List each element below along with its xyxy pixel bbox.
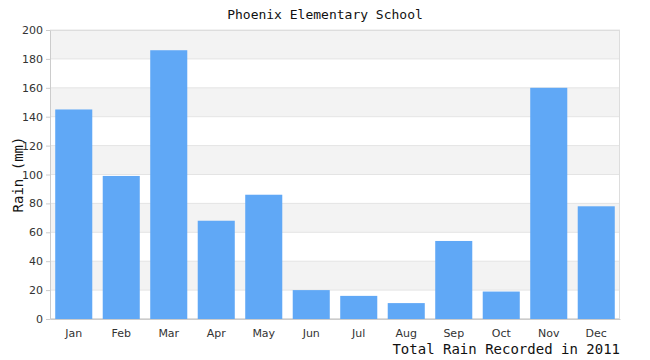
x-tick-label: Apr bbox=[207, 327, 227, 340]
x-tick: Dec bbox=[586, 327, 607, 340]
y-axis: 0 20 40 60 80 100 120 140 160 180 200 bbox=[22, 24, 51, 326]
y-axis-title: Rain (mm) bbox=[10, 137, 26, 213]
x-tick-label: Jan bbox=[64, 327, 82, 340]
x-tick-label: Dec bbox=[586, 327, 607, 340]
bar bbox=[198, 221, 235, 319]
plot-frame bbox=[51, 31, 620, 319]
y-tick-label: 180 bbox=[22, 53, 43, 66]
grid-band bbox=[50, 30, 620, 59]
y-tick-mark bbox=[46, 175, 50, 176]
bar bbox=[245, 195, 282, 319]
y-tick-mark bbox=[46, 203, 50, 204]
y-tick-mark bbox=[46, 319, 50, 320]
x-tick-label: Sep bbox=[443, 327, 464, 340]
x-tick: Jan bbox=[64, 327, 82, 340]
y-tick: 100 bbox=[22, 169, 50, 182]
x-tick: Sep bbox=[443, 327, 464, 340]
y-tick-label: 40 bbox=[29, 255, 43, 268]
x-tick-label: Oct bbox=[492, 327, 512, 340]
y-tick-mark bbox=[46, 290, 50, 291]
title: Phoenix Elementary School bbox=[227, 7, 423, 22]
bar bbox=[293, 290, 330, 319]
grid bbox=[50, 30, 620, 319]
bar bbox=[55, 109, 92, 319]
y-tick: 40 bbox=[29, 255, 50, 268]
x-tick-label: Aug bbox=[396, 327, 417, 340]
y-tick-mark bbox=[46, 88, 50, 89]
y-tick-label: 200 bbox=[22, 24, 43, 37]
y-tick: 80 bbox=[29, 197, 50, 210]
y-tick: 20 bbox=[29, 284, 50, 297]
bar bbox=[435, 241, 472, 319]
x-tick: Apr bbox=[207, 327, 227, 340]
x-tick: Aug bbox=[396, 327, 417, 340]
x-tick: May bbox=[252, 327, 275, 340]
y-tick-mark bbox=[46, 117, 50, 118]
chart: 0 20 40 60 80 100 120 140 160 180 200 Jan Feb Mar Apr M… bbox=[0, 0, 650, 360]
y-tick-label: 60 bbox=[29, 226, 43, 239]
x-tick-label: Nov bbox=[538, 327, 560, 340]
y-axis-line bbox=[50, 31, 51, 320]
x-tick: Jun bbox=[302, 327, 320, 340]
x-axis: Jan Feb Mar Apr May Jun Jul Aug Sep Oct Nov Dec bbox=[51, 320, 621, 340]
bar bbox=[150, 50, 187, 319]
bar bbox=[530, 88, 567, 319]
y-tick-mark bbox=[46, 59, 50, 60]
grid-line bbox=[50, 58, 620, 59]
y-tick-label: 140 bbox=[22, 111, 43, 124]
x-tick: Nov bbox=[538, 327, 560, 340]
y-tick-mark bbox=[46, 30, 50, 31]
x-axis-line bbox=[51, 319, 621, 320]
bar bbox=[103, 176, 140, 319]
y-tick-mark bbox=[46, 261, 50, 262]
bar bbox=[578, 206, 615, 319]
x-tick-label: Mar bbox=[158, 327, 179, 340]
x-tick: Jul bbox=[351, 327, 365, 340]
x-tick-label: Jul bbox=[351, 327, 365, 340]
y-tick: 200 bbox=[22, 24, 50, 37]
y-tick-label: 20 bbox=[29, 284, 43, 297]
x-tick: Feb bbox=[112, 327, 131, 340]
bar bbox=[483, 292, 520, 319]
y-tick-mark bbox=[46, 146, 50, 147]
x-axis-title: Total Rain Recorded in 2011 bbox=[392, 341, 620, 357]
bar bbox=[340, 296, 377, 319]
y-tick: 180 bbox=[22, 53, 50, 66]
y-tick-label: 160 bbox=[22, 82, 43, 95]
x-tick-label: Feb bbox=[112, 327, 131, 340]
x-tick-label: May bbox=[252, 327, 275, 340]
x-tick-label: Jun bbox=[302, 327, 320, 340]
y-tick: 160 bbox=[22, 82, 50, 95]
x-tick: Oct bbox=[492, 327, 512, 340]
y-tick-mark bbox=[46, 232, 50, 233]
y-tick: 120 bbox=[22, 140, 50, 153]
y-tick: 60 bbox=[29, 226, 50, 239]
y-tick-label: 80 bbox=[29, 197, 43, 210]
bars bbox=[55, 50, 615, 319]
y-tick: 0 bbox=[36, 313, 50, 326]
x-tick: Mar bbox=[158, 327, 179, 340]
y-tick-label: 0 bbox=[36, 313, 43, 326]
y-tick: 140 bbox=[22, 111, 50, 124]
bar bbox=[388, 303, 425, 319]
